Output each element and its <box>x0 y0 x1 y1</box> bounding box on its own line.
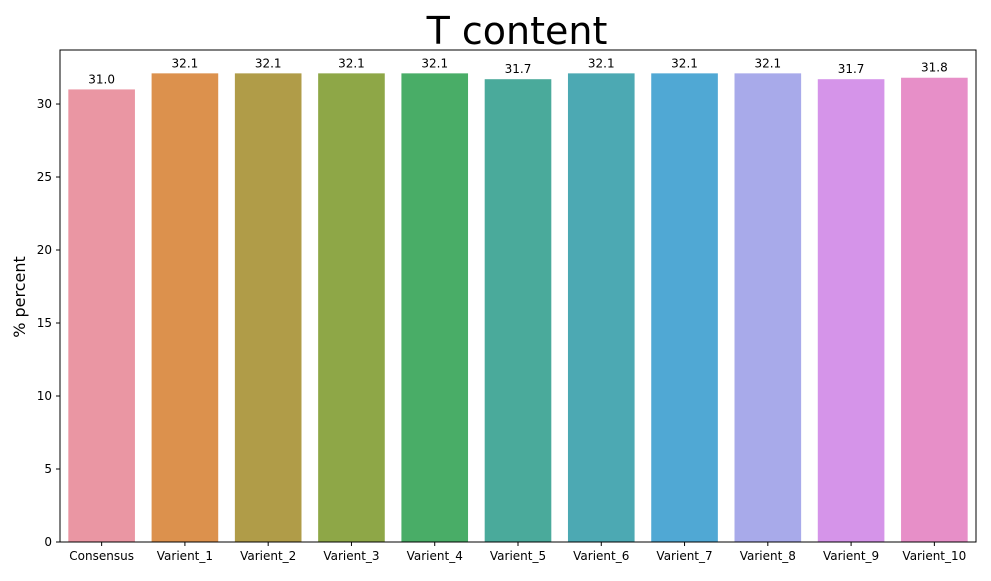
value-label: 31.7 <box>505 62 532 76</box>
x-tick-label: Varient_7 <box>656 549 712 563</box>
value-labels-group: 31.0 32.1 32.1 32.1 32.1 31.7 32.1 32.1 32.1 31.7… <box>88 56 947 86</box>
value-label: 31.7 <box>838 62 865 76</box>
value-label: 31.0 <box>88 72 115 86</box>
x-axis: Consensus Varient_1 Varient_2 Varient_3 Vari… <box>69 542 966 563</box>
x-tick-label: Varient_6 <box>573 549 629 563</box>
bar-varient-8 <box>734 73 802 543</box>
x-tick-label: Varient_5 <box>490 549 546 563</box>
bar-varient-9 <box>817 79 885 542</box>
bar-varient-7 <box>651 73 718 543</box>
x-tick-label: Consensus <box>69 549 134 563</box>
bar-varient-3 <box>318 73 385 543</box>
value-label: 31.8 <box>921 61 948 75</box>
bar-varient-4 <box>401 73 469 543</box>
bar-varient-2 <box>234 73 302 543</box>
y-tick-label: 10 <box>37 389 52 403</box>
value-label: 32.1 <box>588 56 615 70</box>
value-label: 32.1 <box>754 56 781 70</box>
y-tick-label: 15 <box>37 316 52 330</box>
y-tick-label: 20 <box>37 243 52 257</box>
y-tick-label: 5 <box>44 462 52 476</box>
x-tick-label: Varient_4 <box>407 549 463 563</box>
y-axis: 0 5 10 15 20 25 30 <box>37 97 60 549</box>
x-tick-label: Varient_8 <box>740 549 796 563</box>
x-tick-label: Varient_2 <box>240 549 296 563</box>
y-tick-label: 25 <box>37 170 52 184</box>
x-tick-label: Varient_10 <box>902 549 966 563</box>
chart-title: T content <box>426 9 608 53</box>
bar-varient-5 <box>484 79 552 542</box>
y-tick-label: 30 <box>37 97 52 111</box>
bar-varient-6 <box>567 73 635 543</box>
plot-frame <box>59 49 977 543</box>
y-tick-label: 0 <box>44 535 52 549</box>
bar-varient-10 <box>901 77 968 543</box>
value-label: 32.1 <box>421 56 448 70</box>
value-label: 32.1 <box>671 56 698 70</box>
bar-varient-1 <box>151 73 219 543</box>
y-axis-label: % percent <box>10 256 29 338</box>
value-label: 32.1 <box>172 56 199 70</box>
value-label: 32.1 <box>338 56 365 70</box>
x-tick-label: Varient_9 <box>823 549 879 563</box>
bars-group <box>68 73 968 543</box>
value-label: 32.1 <box>255 56 282 70</box>
x-tick-label: Varient_1 <box>157 549 213 563</box>
bar-consensus <box>68 89 135 542</box>
x-tick-label: Varient_3 <box>323 549 379 563</box>
